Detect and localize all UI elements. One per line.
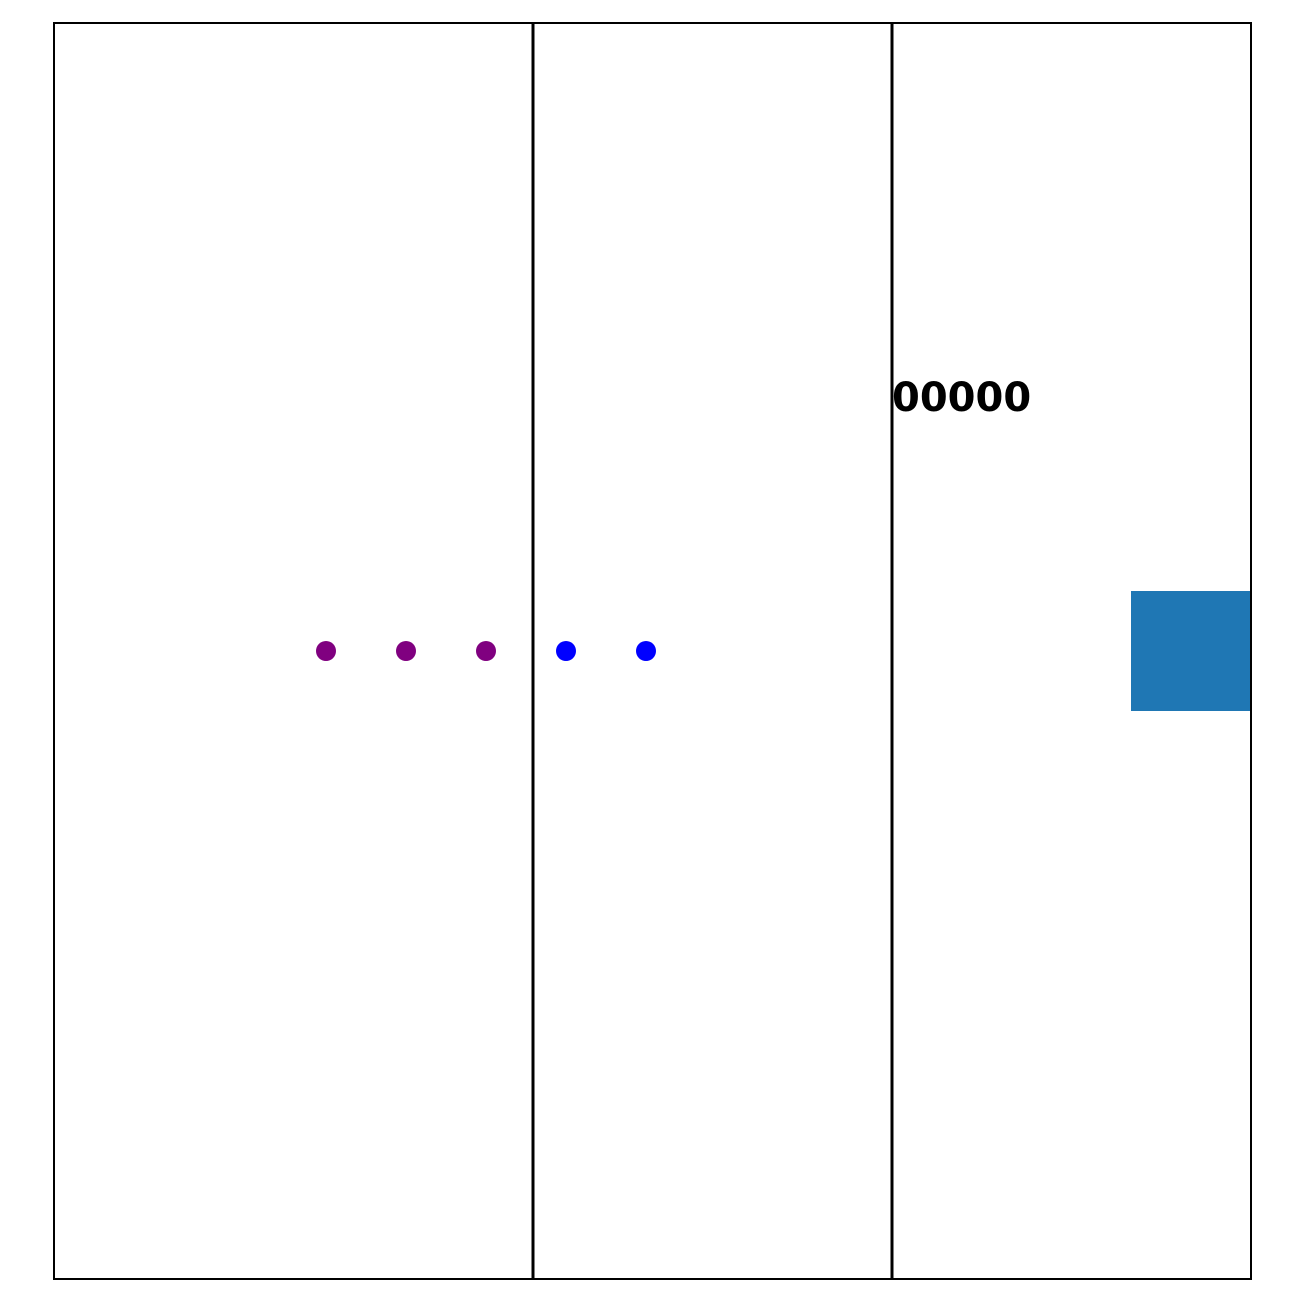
head-dot [556, 641, 576, 661]
score-display: 00000 [892, 375, 1031, 421]
board-border [53, 22, 1252, 1280]
head-dot [636, 641, 656, 661]
trail-dot [316, 641, 336, 661]
blue-block [1131, 591, 1250, 711]
trail-dot [396, 641, 416, 661]
dot-row [316, 641, 656, 661]
trail-dot [476, 641, 496, 661]
